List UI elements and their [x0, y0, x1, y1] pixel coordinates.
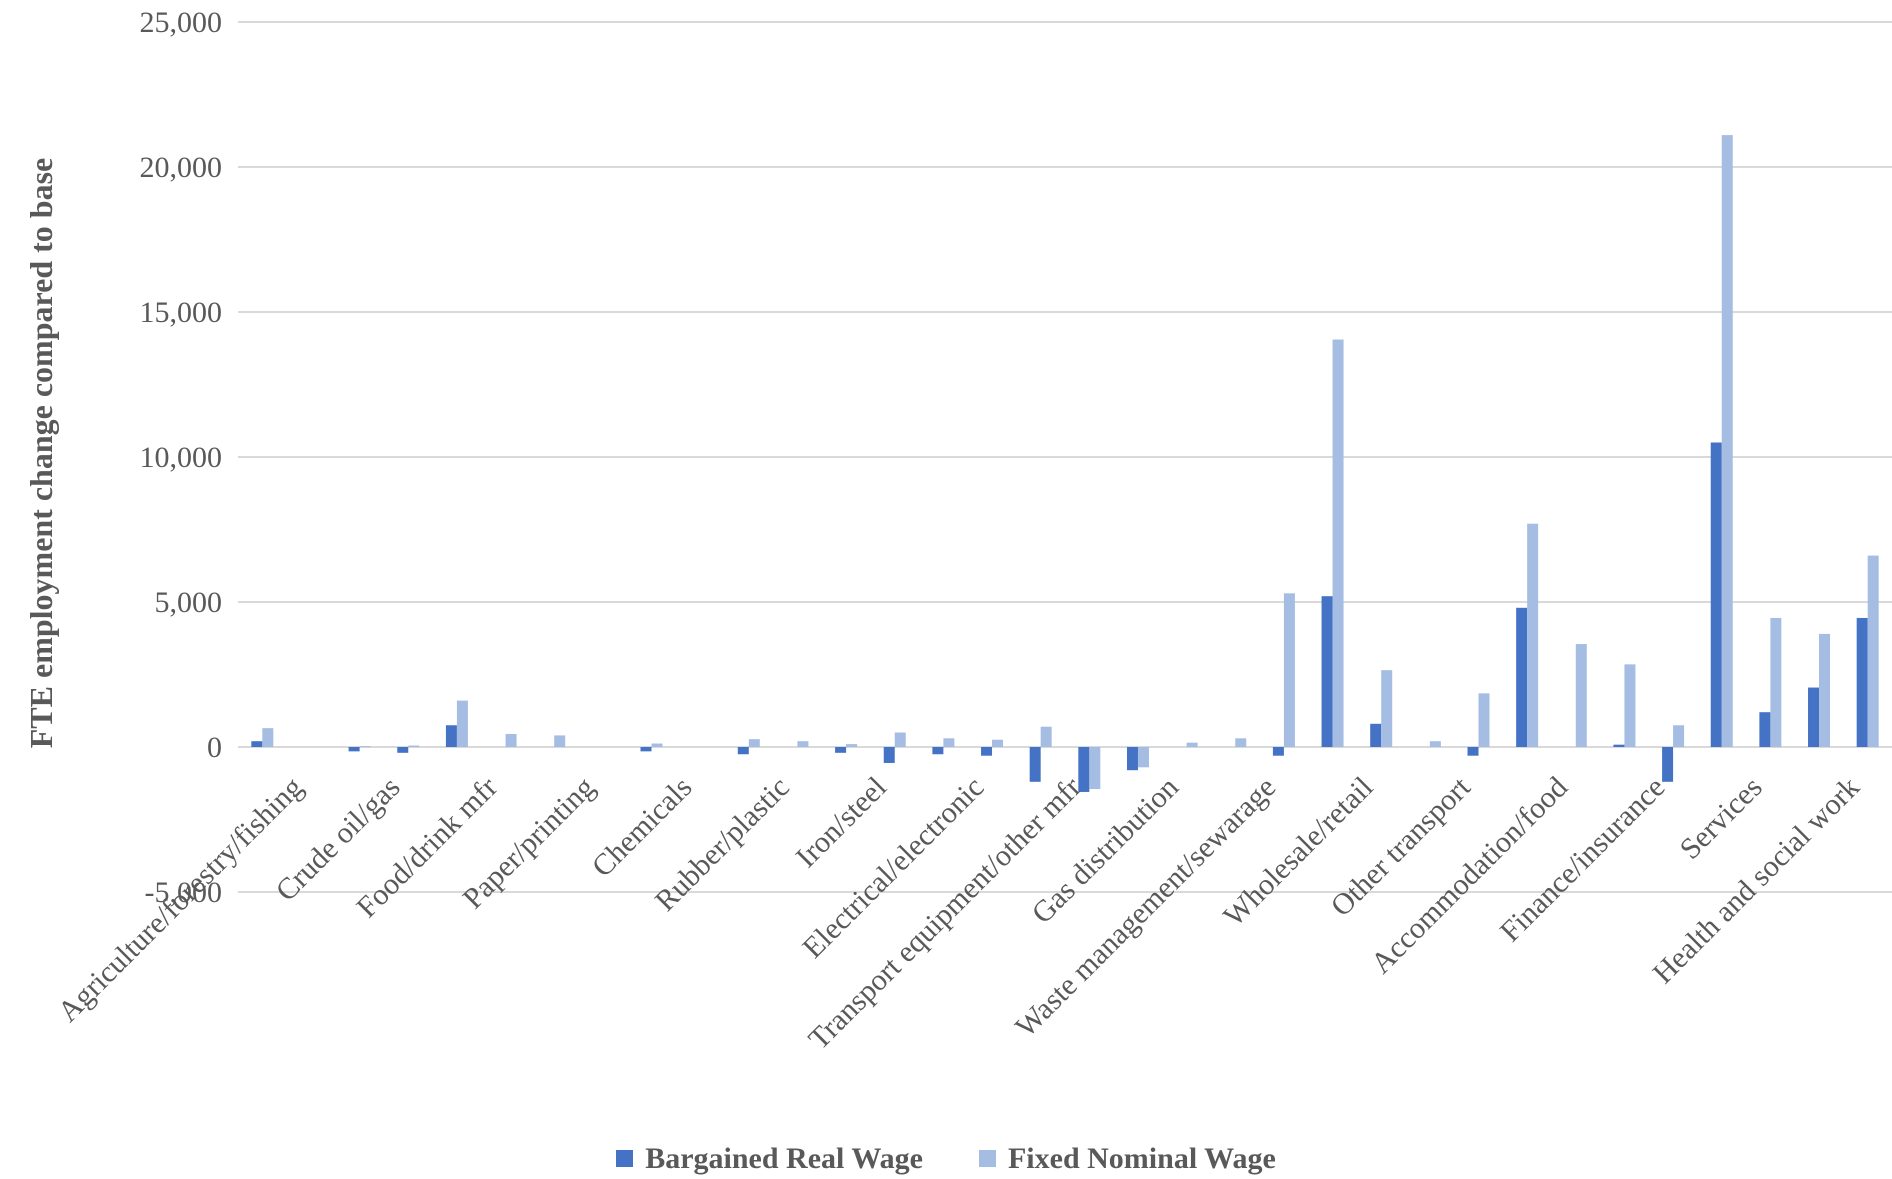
bar-bargained-real-wage: [1759, 712, 1771, 747]
legend-item-fixed: Fixed Nominal Wage: [978, 1141, 1276, 1176]
bar-fixed-nominal-wage: [1089, 747, 1101, 790]
bar-bargained-real-wage: [397, 747, 409, 753]
bar-fixed-nominal-wage: [894, 732, 906, 747]
bar-fixed-nominal-wage: [1137, 747, 1149, 768]
x-tick-label: Iron/steel: [790, 771, 893, 874]
bar-fixed-nominal-wage: [1381, 670, 1393, 747]
legend-swatch-fixed: [978, 1150, 996, 1167]
bar-fixed-nominal-wage: [554, 735, 566, 747]
bar-fixed-nominal-wage: [1867, 555, 1879, 747]
bar-bargained-real-wage: [1662, 747, 1674, 782]
bar-bargained-real-wage: [1029, 747, 1041, 782]
bar-fixed-nominal-wage: [797, 741, 809, 747]
bar-fixed-nominal-wage: [1575, 644, 1587, 747]
bar-fixed-nominal-wage: [748, 739, 760, 747]
bar-fixed-nominal-wage: [359, 746, 371, 748]
y-tick-label: -5,000: [145, 876, 223, 909]
bar-bargained-real-wage: [835, 747, 847, 753]
bar-bargained-real-wage: [981, 747, 993, 756]
bar-bargained-real-wage: [1321, 596, 1333, 747]
bar-bargained-real-wage: [251, 741, 263, 747]
bar-fixed-nominal-wage: [651, 743, 663, 747]
bar-fixed-nominal-wage: [1770, 617, 1782, 747]
x-tick-label: Agriculture/forestry/fishing: [51, 771, 309, 1029]
bar-bargained-real-wage: [1613, 744, 1625, 747]
y-tick-label: 0: [207, 731, 222, 764]
legend-label-fixed: Fixed Nominal Wage: [1007, 1141, 1276, 1175]
bar-fixed-nominal-wage: [1429, 741, 1441, 747]
bar-fixed-nominal-wage: [1527, 523, 1539, 747]
bar-fixed-nominal-wage: [846, 744, 858, 747]
y-tick-label: 5,000: [155, 586, 223, 619]
bar-fixed-nominal-wage: [1186, 742, 1198, 747]
x-tick-label: Electrical/electronic: [796, 771, 990, 965]
bar-fixed-nominal-wage: [992, 739, 1004, 747]
x-tick-label: Services: [1673, 771, 1768, 866]
bar-fixed-nominal-wage: [1040, 726, 1052, 747]
bar-bargained-real-wage: [348, 747, 360, 752]
y-tick-label: 15,000: [140, 296, 223, 329]
bars: [251, 135, 1879, 792]
bar-fixed-nominal-wage: [1235, 738, 1247, 747]
bar-fixed-nominal-wage: [505, 733, 517, 747]
bar-bargained-real-wage: [1516, 607, 1528, 747]
y-axis-ticks: -5,000 0 5,000 10,000 15,000 20,000 25,000: [140, 6, 223, 909]
bar-bargained-real-wage: [932, 747, 944, 755]
bar-fixed-nominal-wage: [1478, 693, 1490, 747]
bar-bargained-real-wage: [640, 747, 652, 752]
bar-bargained-real-wage: [1126, 747, 1138, 771]
x-tick-label: Finance/insurance: [1494, 771, 1672, 949]
bar-fixed-nominal-wage: [1624, 664, 1636, 747]
bar-bargained-real-wage: [1856, 617, 1868, 747]
y-axis-title: FTE employment change compared to base: [23, 158, 59, 748]
bar-bargained-real-wage: [1710, 442, 1722, 747]
bar-bargained-real-wage: [1808, 687, 1820, 747]
bar-fixed-nominal-wage: [1819, 633, 1831, 747]
legend-swatch-bargained: [616, 1150, 634, 1167]
legend: Bargained Real Wage Fixed Nominal Wage: [0, 1138, 1892, 1179]
y-tick-label: 25,000: [140, 6, 223, 39]
bar-fixed-nominal-wage: [1332, 339, 1344, 747]
bar-bargained-real-wage: [737, 747, 749, 755]
bar-bargained-real-wage: [1370, 723, 1382, 747]
bar-fixed-nominal-wage: [1283, 593, 1295, 747]
bar-fixed-nominal-wage: [456, 700, 468, 747]
y-tick-label: 20,000: [140, 151, 223, 184]
bar-bargained-real-wage: [1467, 747, 1479, 756]
bar-bargained-real-wage: [1078, 747, 1090, 792]
bar-bargained-real-wage: [1272, 747, 1284, 756]
bar-bargained-real-wage: [445, 725, 457, 747]
bar-fixed-nominal-wage: [1673, 725, 1685, 747]
legend-label-bargained: Bargained Real Wage: [645, 1141, 923, 1175]
legend-item-bargained: Bargained Real Wage: [616, 1142, 923, 1176]
bar-fixed-nominal-wage: [408, 745, 420, 747]
gridlines: [238, 21, 1892, 893]
bar-fixed-nominal-wage: [943, 738, 955, 747]
y-tick-label: 10,000: [140, 441, 223, 474]
bar-fixed-nominal-wage: [262, 728, 274, 747]
bar-fixed-nominal-wage: [1721, 135, 1733, 748]
bar-bargained-real-wage: [883, 747, 895, 763]
